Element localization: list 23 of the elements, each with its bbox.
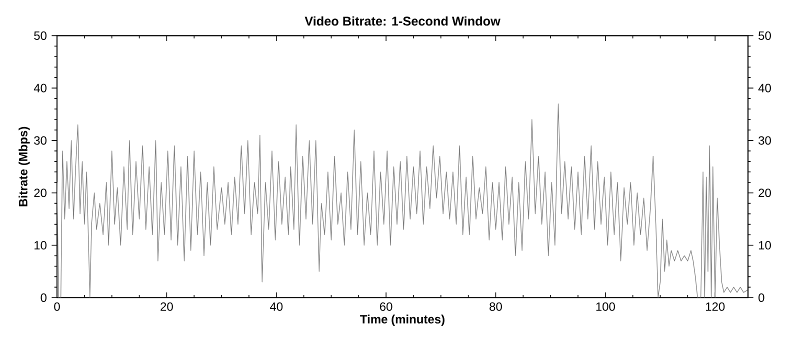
- y-axis-title: Bitrate (Mbps): [18, 126, 30, 206]
- x-tick-label: 40: [270, 302, 283, 311]
- chart-title: Video Bitrate: 1-Second Window: [304, 16, 500, 26]
- y-tick-label: 50: [34, 31, 47, 40]
- y2-tick-label: 40: [758, 84, 771, 92]
- y2-tick-label: 30: [758, 136, 771, 145]
- y-tick-label: 30: [34, 136, 47, 145]
- x-axis-title: Time (minutes): [360, 314, 444, 326]
- line-series: [57, 103, 748, 298]
- y-tick-label: 10: [34, 241, 47, 250]
- y-tick-label: 40: [34, 84, 47, 92]
- y2-tick-label: 10: [758, 241, 771, 250]
- y-tick-label: 20: [34, 188, 47, 198]
- y2-tick-label: 20: [758, 188, 771, 198]
- x-tick-label: 0: [54, 302, 60, 311]
- y2-tick-label: 50: [758, 31, 771, 40]
- x-tick-label: 100: [596, 302, 615, 311]
- x-tick-label: 80: [490, 302, 502, 311]
- y2-tick-label: 0: [758, 293, 764, 302]
- y-tick-label: 0: [40, 293, 47, 302]
- x-tick-label: 20: [160, 302, 173, 311]
- x-tick-label: 60: [380, 302, 392, 311]
- x-tick-label: 120: [706, 302, 725, 311]
